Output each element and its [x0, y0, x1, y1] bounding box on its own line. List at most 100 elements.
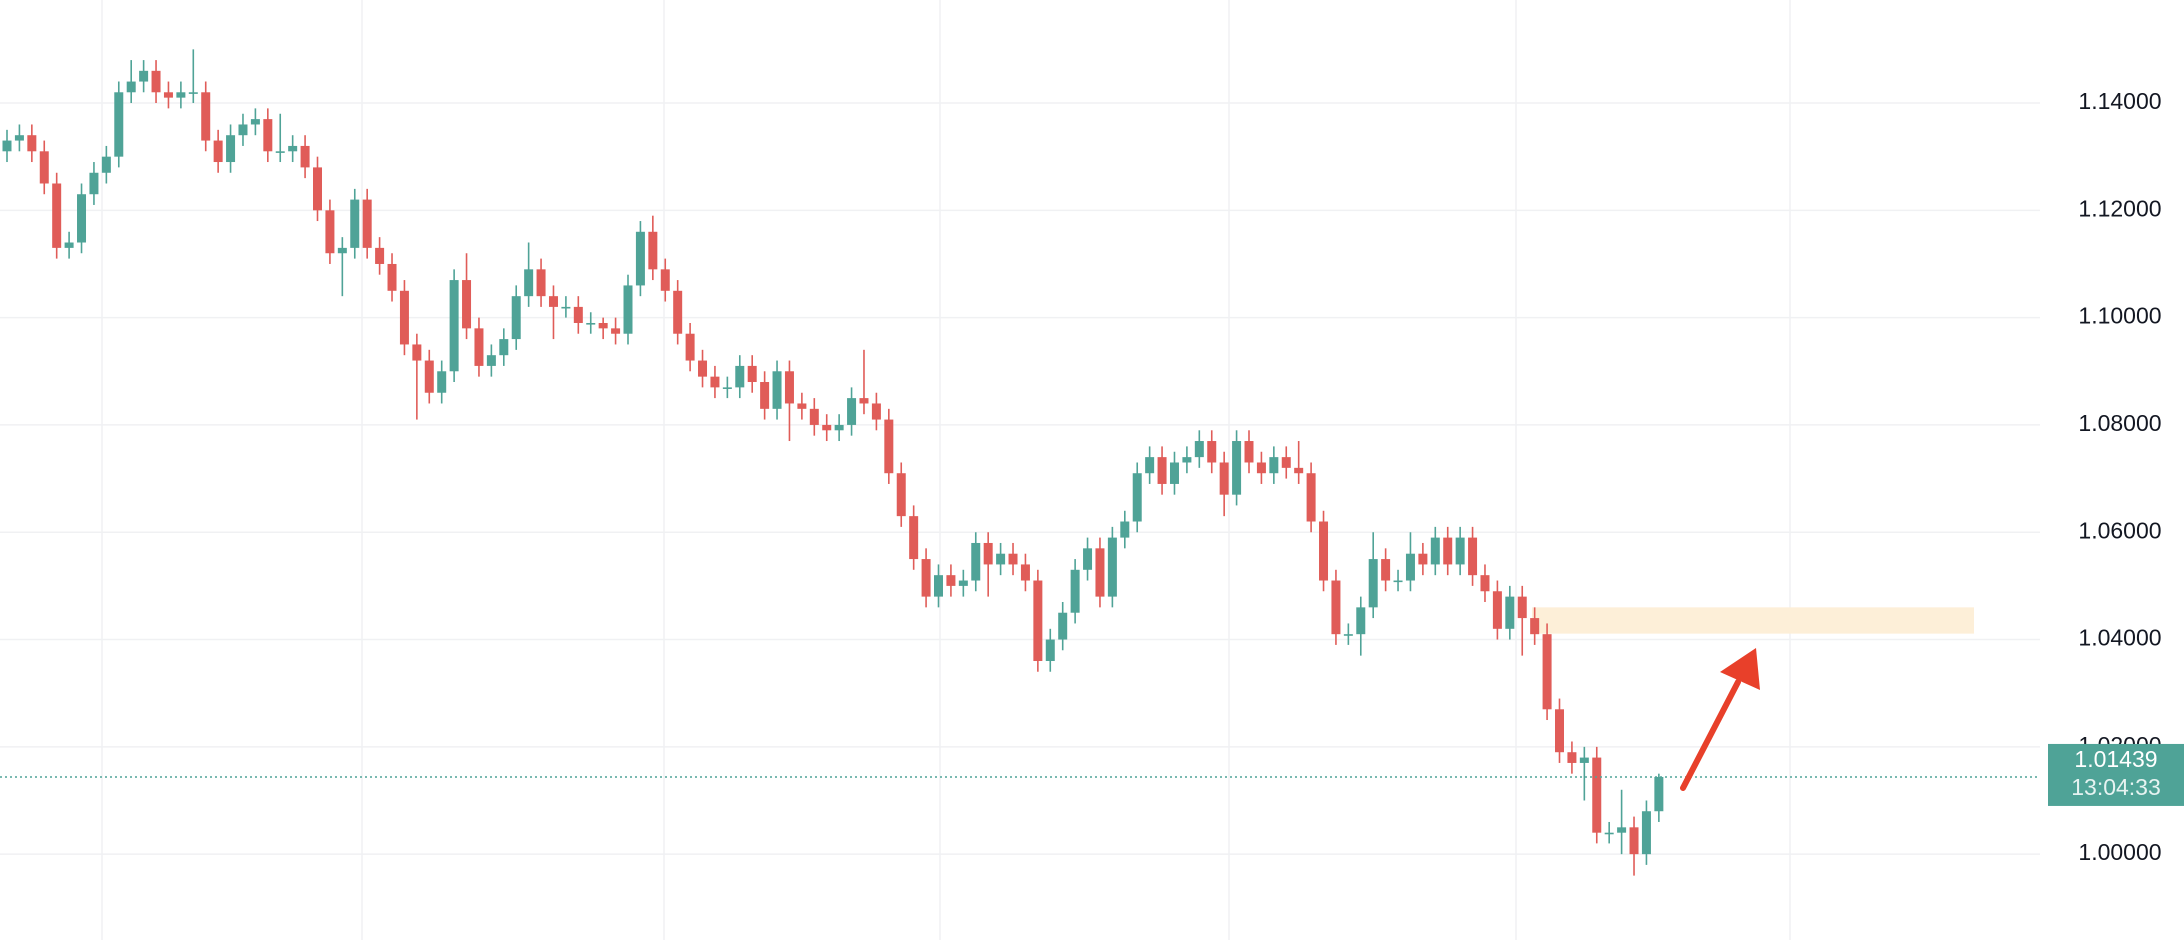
- candle-body: [1033, 580, 1043, 662]
- candle-body: [1567, 752, 1577, 763]
- candle-body: [536, 269, 546, 297]
- candle-body: [499, 339, 509, 356]
- candle-body: [760, 382, 770, 409]
- candle-body: [784, 371, 794, 404]
- plot: [0, 49, 2040, 876]
- candle-body: [1381, 559, 1391, 581]
- grid: [0, 0, 2040, 940]
- candle-body: [1505, 596, 1515, 629]
- candle-body: [611, 328, 621, 334]
- candle-body: [1641, 811, 1651, 855]
- candle-body: [996, 553, 1006, 565]
- candle-body: [698, 360, 708, 377]
- candle-body: [635, 231, 645, 286]
- candle-body: [772, 371, 782, 409]
- candle-body: [822, 424, 832, 431]
- candle-body: [1157, 457, 1167, 484]
- candle-body: [1070, 569, 1080, 613]
- candle-body: [1207, 441, 1217, 463]
- candle-body: [1182, 457, 1192, 463]
- candle-body: [871, 403, 881, 420]
- candle-body: [1107, 537, 1117, 597]
- candle-body: [1244, 441, 1254, 463]
- y-tick-label: 1.12000: [2078, 195, 2161, 221]
- candle-body: [424, 360, 434, 393]
- candle-body: [884, 419, 894, 474]
- candle-body: [983, 542, 993, 565]
- candle-body: [1542, 634, 1552, 710]
- candle-body: [1194, 441, 1204, 458]
- candle-body: [909, 516, 919, 560]
- candle-body: [288, 145, 298, 152]
- candle-body: [1492, 591, 1502, 629]
- candle-body: [89, 172, 99, 195]
- candle-body: [437, 371, 447, 393]
- candle-body: [114, 92, 124, 157]
- candle-body: [1306, 473, 1316, 522]
- arrow-shaft: [1680, 679, 1741, 791]
- candle-body: [660, 269, 670, 291]
- candle-body: [300, 145, 310, 168]
- candle-body: [213, 140, 223, 163]
- candle-body: [1269, 457, 1279, 474]
- candle-body: [1517, 596, 1527, 619]
- candle-body: [77, 194, 87, 243]
- candle-body: [1008, 553, 1018, 565]
- candle-body: [921, 559, 931, 597]
- candle-body: [1579, 757, 1589, 763]
- candle-body: [747, 365, 757, 383]
- candle-body: [735, 365, 745, 388]
- candle-body: [1530, 618, 1540, 635]
- countdown-label: 13:04:33: [2071, 774, 2161, 800]
- candle-body: [1430, 537, 1440, 565]
- candle-body: [399, 290, 409, 345]
- candle-body: [722, 387, 732, 389]
- candle-body: [486, 355, 496, 366]
- candle-body: [1480, 575, 1490, 592]
- candle-body: [1617, 827, 1627, 833]
- candle-body: [14, 135, 24, 141]
- candle-body: [1393, 580, 1403, 583]
- candle-body: [1331, 580, 1341, 635]
- candle-body: [1405, 553, 1415, 581]
- candle-body: [1232, 441, 1242, 495]
- candle-body: [1294, 467, 1304, 474]
- candle-body: [834, 424, 844, 431]
- candle-body: [238, 124, 248, 136]
- candle-body: [1120, 521, 1130, 538]
- arrow-head: [1720, 648, 1760, 690]
- y-axis: 1.000001.020001.040001.060001.080001.100…: [2048, 88, 2184, 865]
- y-tick-label: 1.10000: [2078, 303, 2161, 329]
- candle-body: [685, 333, 695, 361]
- candle-body: [375, 247, 385, 264]
- candle-body: [1654, 776, 1664, 812]
- candle-body: [101, 156, 111, 173]
- y-tick-label: 1.00000: [2078, 839, 2161, 865]
- candle-body: [809, 408, 819, 425]
- candle-body: [710, 376, 720, 388]
- candle-body: [958, 580, 968, 586]
- candle-body: [1020, 564, 1030, 581]
- candle-body: [1083, 548, 1093, 570]
- candle-body: [39, 151, 49, 184]
- candle-body: [648, 231, 658, 270]
- candle-body: [524, 269, 534, 297]
- candle-body: [412, 344, 422, 361]
- y-tick-label: 1.08000: [2078, 410, 2161, 436]
- candle-body: [896, 473, 906, 517]
- zone: [1532, 607, 1974, 634]
- candle-body: [673, 290, 683, 334]
- candle-body: [1319, 521, 1329, 581]
- candle-body: [561, 306, 571, 309]
- candle-body: [1058, 612, 1068, 640]
- candle-body: [474, 328, 484, 366]
- candle-body: [1169, 462, 1179, 484]
- candle-body: [139, 70, 149, 82]
- candle-body: [797, 403, 807, 409]
- candle-body: [163, 92, 173, 98]
- y-tick-label: 1.06000: [2078, 517, 2161, 543]
- candle-body: [313, 167, 322, 211]
- candle-body: [1356, 607, 1366, 635]
- candle-body: [1592, 757, 1602, 833]
